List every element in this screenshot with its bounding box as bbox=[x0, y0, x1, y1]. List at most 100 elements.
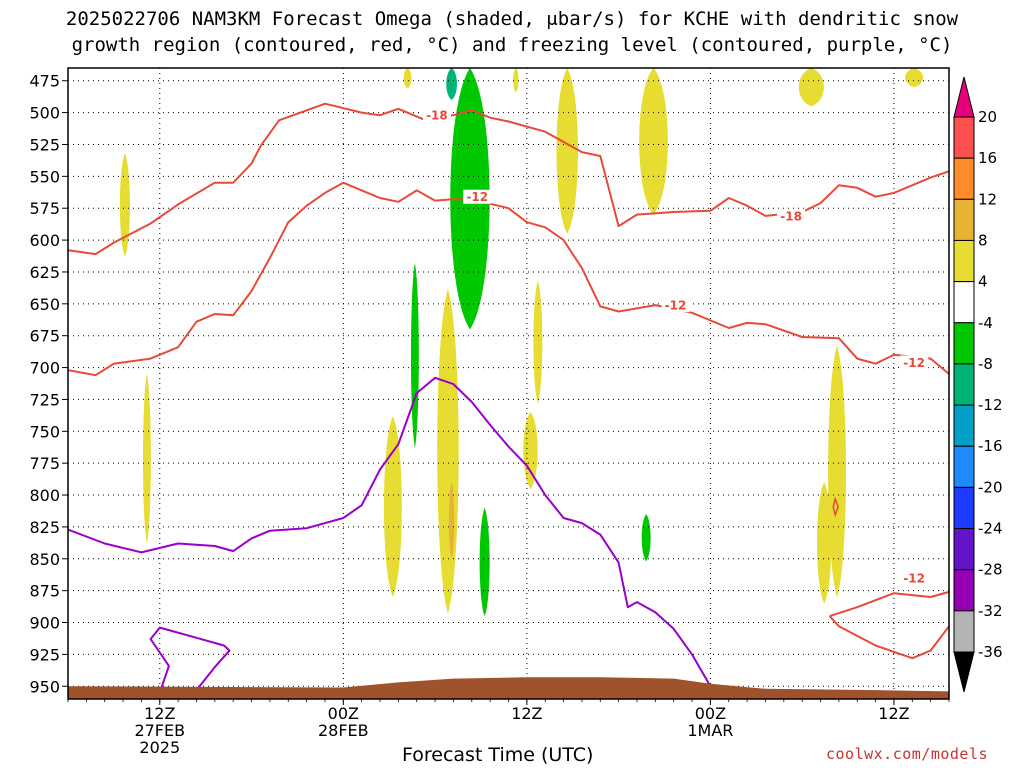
y-tick-label-725: 725 bbox=[29, 390, 60, 409]
contour-freezing-level-4 bbox=[68, 376, 712, 687]
contour-label-5: -12 bbox=[903, 571, 925, 585]
terrain-layer bbox=[68, 677, 949, 699]
contour-label-bg-2 bbox=[777, 208, 806, 223]
colorbar-bin-0 bbox=[953, 116, 975, 159]
colorbar-label-6: -8 bbox=[978, 355, 993, 373]
x-tick-label-0-0: 12Z bbox=[144, 704, 175, 723]
contour-label-bg-0 bbox=[422, 108, 451, 123]
colorbar-label-11: -28 bbox=[978, 561, 1003, 579]
omega-region-20 bbox=[446, 68, 457, 100]
grid-layer bbox=[68, 68, 949, 699]
colorbar-bin-4 bbox=[953, 281, 975, 324]
colorbar-label-12: -32 bbox=[978, 602, 1003, 620]
colorbar-label-0: 20 bbox=[978, 108, 997, 126]
y-tick-label-900: 900 bbox=[29, 614, 60, 633]
y-tick-label-825: 825 bbox=[29, 518, 60, 537]
colorbar-label-2: 12 bbox=[978, 190, 997, 208]
contour-label-0: -18 bbox=[426, 109, 448, 123]
colorbar-label-3: 8 bbox=[978, 231, 988, 249]
colorbar-bin-12 bbox=[953, 610, 975, 653]
colorbar-bin-8 bbox=[953, 445, 975, 488]
y-tick-label-600: 600 bbox=[29, 231, 60, 250]
colorbar-bin-11 bbox=[953, 569, 975, 612]
colorbar-label-1: 16 bbox=[978, 149, 997, 167]
contour-label-1: -12 bbox=[466, 190, 488, 204]
y-axis: 475 500 525 550 575 600 625 650 675 700 725 750 775 8… bbox=[29, 72, 68, 696]
omega-region-13 bbox=[828, 345, 846, 598]
colorbar-top-arrow bbox=[953, 76, 975, 118]
credit-text: coolwx.com/models bbox=[826, 745, 989, 763]
x-tick-label-2-0: 12Z bbox=[511, 704, 542, 723]
contour-isotherm-3 bbox=[828, 615, 949, 660]
contour-label-bg-1 bbox=[463, 189, 492, 204]
y-tick-label-800: 800 bbox=[29, 486, 60, 505]
y-tick-label-700: 700 bbox=[29, 359, 60, 378]
terrain-fill bbox=[68, 677, 949, 699]
chart-title-line-2: growth region (contoured, red, °C) and f… bbox=[71, 34, 953, 56]
x-tick-label-3-1: 1MAR bbox=[687, 721, 733, 740]
colorbar-bin-9 bbox=[953, 486, 975, 530]
x-tick-label-0-2: 2025 bbox=[139, 738, 180, 757]
omega-region-14 bbox=[817, 482, 832, 604]
colorbar: 20 16 12 8 4 -4 -8 -12 -16 -20 -24 -28 -32 -36 bbox=[953, 76, 1003, 693]
chart-title-line-1: 2025022706 NAM3KM Forecast Omega (shaded… bbox=[65, 8, 959, 30]
omega-region-4 bbox=[556, 68, 578, 234]
x-axis-title: Forecast Time (UTC) bbox=[402, 744, 594, 766]
colorbar-bin-2 bbox=[953, 198, 975, 241]
y-tick-label-650: 650 bbox=[29, 295, 60, 314]
y-tick-label-575: 575 bbox=[29, 199, 60, 218]
colorbar-bin-5 bbox=[953, 322, 975, 365]
colorbar-bin-1 bbox=[953, 157, 975, 200]
omega-region-11 bbox=[523, 412, 538, 489]
contour-label-bg-3 bbox=[661, 298, 690, 313]
contour-isotherm-2 bbox=[829, 590, 949, 618]
omega-region-3 bbox=[513, 68, 519, 93]
contour-label-layer: -18 -12 -18 -12 -12 -12 bbox=[422, 108, 929, 585]
omega-region-12 bbox=[533, 280, 543, 404]
omega-region-15 bbox=[448, 482, 455, 559]
omega-region-10 bbox=[437, 288, 459, 614]
colorbar-label-9: -20 bbox=[978, 478, 1003, 496]
contour-freezing-level-5 bbox=[149, 626, 231, 693]
colorbar-bin-3 bbox=[953, 239, 975, 283]
plot-frame bbox=[67, 67, 950, 700]
omega-region-2 bbox=[403, 68, 412, 89]
y-tick-label-525: 525 bbox=[29, 135, 60, 154]
contour-isotherm-0 bbox=[68, 102, 949, 256]
y-tick-label-625: 625 bbox=[29, 263, 60, 282]
colorbar-label-5: -4 bbox=[978, 314, 993, 332]
y-tick-label-500: 500 bbox=[29, 104, 60, 123]
contour-label-bg-5 bbox=[900, 570, 929, 585]
colorbar-label-4: 4 bbox=[978, 273, 988, 291]
colorbar-bottom-arrow bbox=[953, 651, 975, 693]
y-tick-label-925: 925 bbox=[29, 645, 60, 664]
x-tick-label-0-1: 27FEB bbox=[134, 721, 185, 740]
x-tick-label-1-1: 28FEB bbox=[318, 721, 369, 740]
omega-region-1 bbox=[142, 373, 151, 544]
colorbar-label-13: -36 bbox=[978, 643, 1003, 661]
y-tick-label-775: 775 bbox=[29, 454, 60, 473]
contour-label-2: -18 bbox=[780, 209, 802, 223]
omega-region-17 bbox=[479, 507, 490, 617]
colorbar-bin-6 bbox=[953, 363, 975, 406]
x-tick-label-3-0: 00Z bbox=[695, 704, 726, 723]
omega-region-5 bbox=[639, 68, 668, 215]
contour-label-3: -12 bbox=[665, 299, 687, 313]
y-tick-label-875: 875 bbox=[29, 582, 60, 601]
y-tick-label-475: 475 bbox=[29, 72, 60, 91]
contour-isotherm-1 bbox=[68, 181, 949, 377]
x-tick-label-4-0: 12Z bbox=[878, 704, 909, 723]
y-tick-label-550: 550 bbox=[29, 167, 60, 186]
y-tick-label-950: 950 bbox=[29, 677, 60, 696]
omega-region-0 bbox=[119, 153, 130, 257]
y-tick-label-750: 750 bbox=[29, 422, 60, 441]
colorbar-label-10: -24 bbox=[978, 520, 1003, 538]
omega-region-18 bbox=[641, 514, 651, 562]
omega-region-6 bbox=[798, 68, 824, 107]
contour-small-loop bbox=[832, 496, 840, 518]
colorbar-label-7: -12 bbox=[978, 396, 1003, 414]
colorbar-bin-10 bbox=[953, 528, 975, 571]
colorbar-bin-7 bbox=[953, 404, 975, 447]
